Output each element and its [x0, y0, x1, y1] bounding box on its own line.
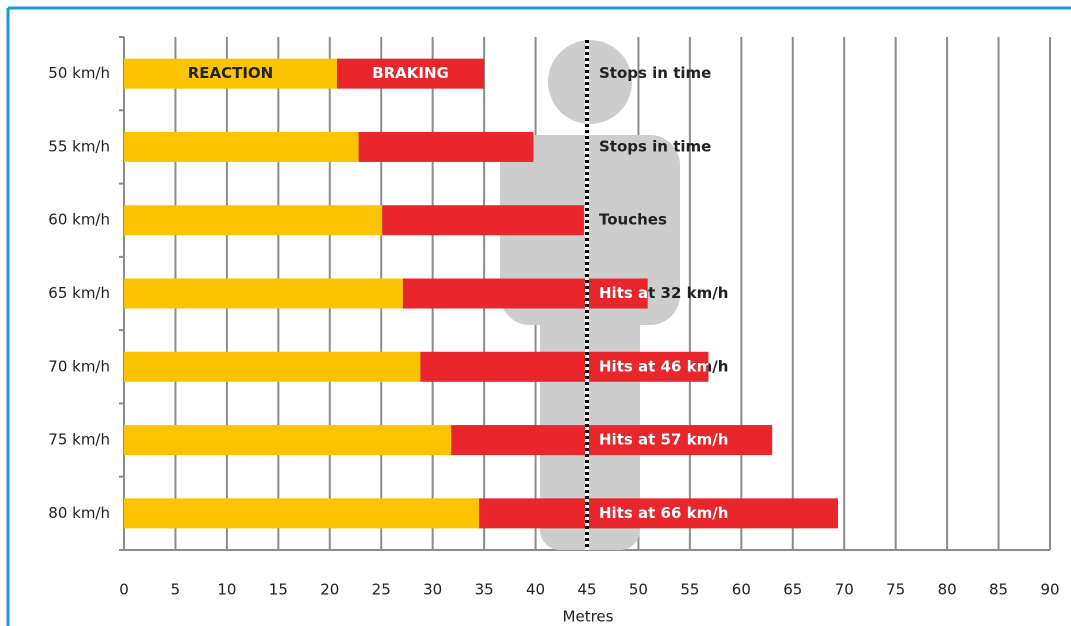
y-tick-label: 70 km/h	[48, 357, 110, 375]
bar-segment	[478, 498, 839, 529]
y-tick-label: 65 km/h	[48, 284, 110, 302]
y-tick-label: 50 km/h	[48, 64, 110, 82]
bar-segment	[420, 351, 709, 382]
bar-segment	[124, 425, 452, 456]
annotation: Hits at 57 km/h	[599, 431, 728, 449]
bar-segment	[402, 278, 648, 309]
bar-segment	[124, 498, 479, 529]
bar-segment	[124, 58, 337, 89]
bar-segment	[358, 131, 534, 162]
annotation-overlay: Hits at 32 km/h	[599, 284, 728, 302]
bar-segment	[124, 278, 403, 309]
segment-label: REACTION	[188, 64, 274, 82]
x-tick-label: 20	[320, 581, 339, 599]
x-tick-label: 55	[680, 581, 699, 599]
annotation: Hits at 32 km/h	[599, 284, 728, 302]
x-tick-label: 10	[217, 581, 236, 599]
x-tick-label: 15	[269, 581, 288, 599]
bar-segment	[124, 131, 359, 162]
x-tick-label: 35	[475, 581, 494, 599]
x-tick-label: 80	[938, 581, 957, 599]
bar-segment	[451, 425, 773, 456]
x-tick-label: 75	[886, 581, 905, 599]
x-tick-label: 5	[171, 581, 181, 599]
bar-segment	[124, 205, 383, 236]
annotation-overlay: Hits at 46 km/h	[599, 357, 728, 375]
x-tick-label: 50	[629, 581, 648, 599]
annotation: Stops in time	[599, 137, 711, 155]
y-tick-label: 55 km/h	[48, 137, 110, 155]
annotation: Hits at 66 km/h	[599, 504, 728, 522]
x-tick-label: 90	[1040, 581, 1059, 599]
x-tick-label: 40	[526, 581, 545, 599]
x-tick-label: 30	[423, 581, 442, 599]
x-axis-label: Metres	[563, 608, 614, 626]
y-tick-label: 75 km/h	[48, 431, 110, 449]
annotation: Touches	[599, 211, 667, 229]
segment-label: BRAKING	[372, 64, 449, 82]
annotation-overlay: Hits at 66 km/h	[599, 504, 728, 522]
x-tick-label: 45	[577, 581, 596, 599]
x-tick-label: 70	[835, 581, 854, 599]
annotation: Stops in time	[599, 64, 711, 82]
y-tick-label: 80 km/h	[48, 504, 110, 522]
x-tick-label: 85	[989, 581, 1008, 599]
x-tick-label: 25	[372, 581, 391, 599]
annotation-overlay: Hits at 57 km/h	[599, 431, 728, 449]
bars: REACTION BRAKING Stops in time Stops in tim…	[124, 37, 839, 550]
bar-segment	[336, 58, 485, 89]
annotation: Hits at 46 km/h	[599, 357, 728, 375]
bar-segment	[382, 205, 584, 236]
x-tick-label: 0	[119, 581, 129, 599]
x-tick-label: 60	[732, 581, 751, 599]
x-tick-label: 65	[783, 581, 802, 599]
y-tick-label: 60 km/h	[48, 211, 110, 229]
bar-segment	[124, 351, 421, 382]
